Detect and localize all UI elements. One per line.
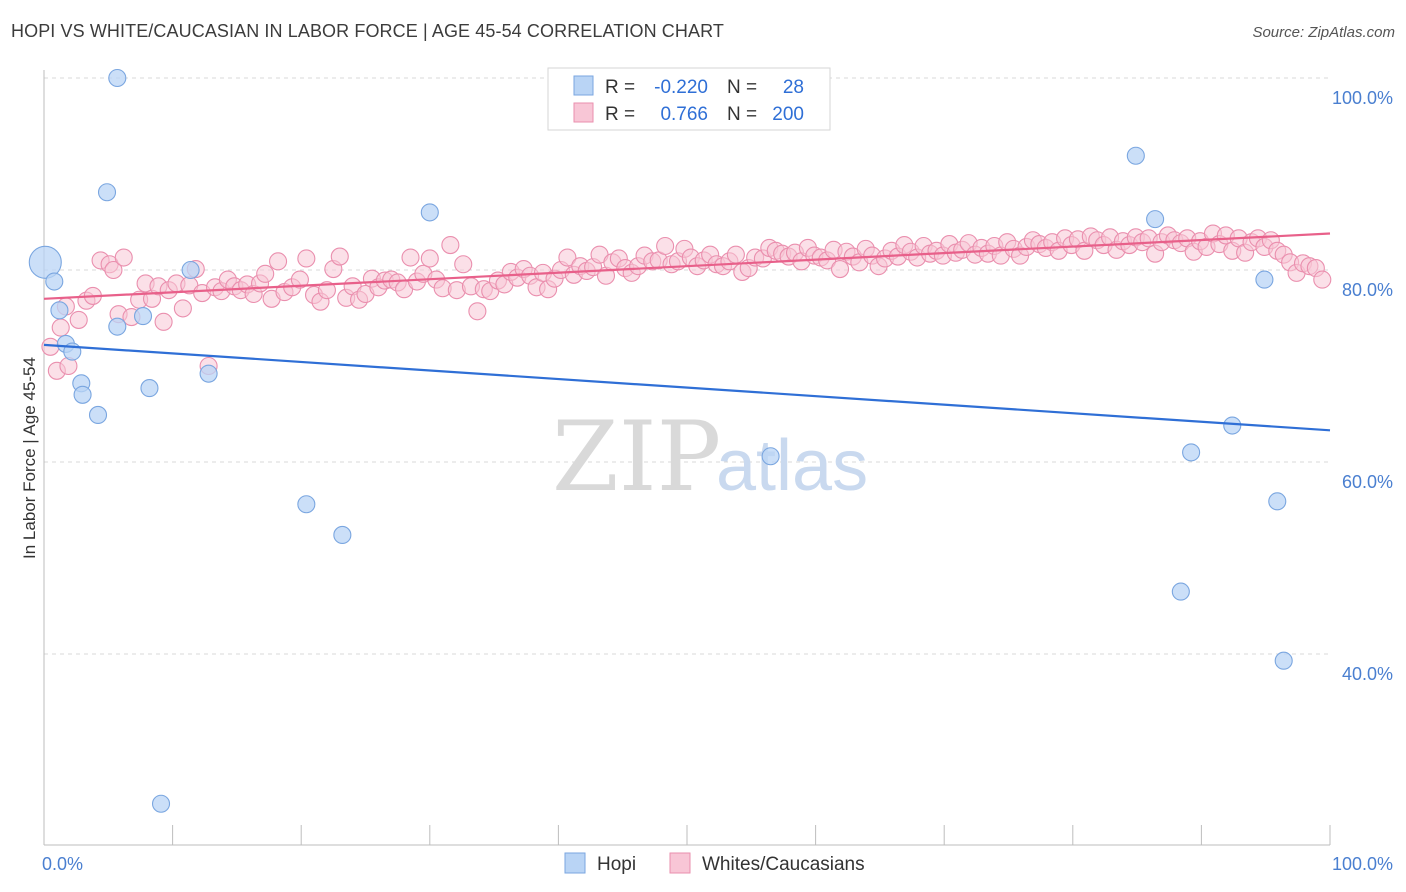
white-caucasian-point [154, 312, 173, 331]
correlation-legend: R = -0.220 N = 28 R = 0.766 N = 200 [547, 67, 831, 131]
legend-r-label-white: R = [605, 104, 635, 125]
hopi-point [199, 364, 218, 383]
chart-title: HOPI VS WHITE/CAUCASIAN IN LABOR FORCE |… [11, 21, 724, 41]
white-caucasian-point [69, 310, 88, 329]
x-tick-labels: 0.0% 100.0% [42, 854, 1393, 874]
white-caucasian-point [401, 248, 420, 267]
trendline-hopi [43, 343, 1331, 432]
axes [43, 70, 1331, 846]
white-caucasian-point [1313, 270, 1332, 289]
hopi-point [97, 183, 117, 202]
legend-r-label-hopi: R = [605, 77, 635, 98]
white-caucasian-point [173, 299, 192, 318]
hopi-point [108, 317, 127, 336]
white-caucasian-point [317, 281, 336, 300]
y-tick-label: 100.0% [1332, 88, 1393, 108]
trendline-white-caucasians [43, 232, 1331, 300]
watermark-atlas: atlas [716, 426, 868, 506]
chart-source: Source: ZipAtlas.com [1252, 24, 1395, 41]
legend-n-value-white: 200 [772, 104, 804, 125]
hopi-point [1268, 492, 1287, 511]
white-caucasian-point [726, 245, 745, 264]
x-tick-label: 0.0% [42, 854, 83, 874]
hopi-point [297, 495, 316, 514]
white-caucasian-point [420, 249, 439, 268]
white-caucasian-point [656, 236, 675, 256]
hopi-point [1223, 416, 1242, 435]
legend-n-label-white: N = [727, 104, 757, 125]
legend-swatch-white [573, 102, 594, 123]
hopi-point [88, 405, 108, 425]
legend-n-value-hopi: 28 [783, 77, 804, 98]
hopi-point [1274, 651, 1293, 670]
watermark-zip: ZIP [552, 401, 721, 513]
hopi-point [1171, 582, 1190, 601]
white-caucasian-point [114, 248, 133, 267]
series-legend: Hopi Whites/Caucasians [564, 852, 865, 875]
white-caucasian-point [290, 270, 309, 289]
hopi-point [181, 260, 200, 280]
y-tick-label: 40.0% [1342, 664, 1393, 684]
hopi-point [108, 68, 127, 88]
bottom-legend-swatch-hopi [564, 852, 586, 874]
bottom-legend-label-hopi: Hopi [597, 854, 636, 875]
legend-box [547, 67, 831, 131]
hopi-point [28, 245, 62, 279]
legend-r-value-hopi: -0.220 [654, 77, 708, 98]
bottom-legend-swatch-white [669, 852, 691, 874]
white-caucasian-point [330, 247, 349, 266]
hopi-point [73, 385, 92, 404]
white-caucasian-point [558, 248, 577, 267]
white-caucasian-point [468, 302, 487, 321]
hopi-point [1146, 210, 1165, 229]
bottom-legend-label-white: Whites/Caucasians [702, 854, 865, 875]
legend-r-value-white: 0.766 [660, 104, 708, 125]
hopi-point [420, 203, 439, 222]
hopi-point [1255, 270, 1274, 289]
legend-n-label-hopi: N = [727, 77, 757, 98]
watermark: ZIP atlas [552, 401, 868, 513]
white-caucasian-point [51, 318, 70, 337]
hopi-point [133, 307, 153, 326]
series-hopi [28, 68, 1293, 813]
white-caucasian-point [297, 249, 316, 268]
hopi-point [45, 272, 64, 291]
legend-swatch-hopi [573, 75, 594, 96]
x-tick-label: 100.0% [1332, 854, 1393, 874]
white-caucasian-point [454, 255, 473, 274]
y-tick-label: 80.0% [1342, 280, 1393, 300]
hopi-point [1182, 443, 1201, 462]
white-caucasian-point [104, 260, 123, 280]
hopi-point [151, 794, 171, 813]
white-caucasian-point [256, 264, 275, 283]
hopi-point [333, 525, 352, 545]
y-tick-label: 60.0% [1342, 472, 1393, 492]
white-caucasian-point [269, 252, 288, 271]
trendlines [43, 232, 1331, 432]
hopi-point [140, 379, 159, 398]
y-axis-title: In Labor Force | Age 45-54 [20, 357, 39, 559]
hopi-point [761, 447, 780, 466]
y-tick-labels: 40.0% 60.0% 80.0% 100.0% [1332, 88, 1393, 684]
hopi-point [50, 301, 69, 320]
series-white-caucasians [41, 224, 1332, 380]
white-caucasian-point [441, 235, 460, 255]
white-caucasian-point [830, 259, 850, 279]
hopi-point [1126, 146, 1145, 165]
